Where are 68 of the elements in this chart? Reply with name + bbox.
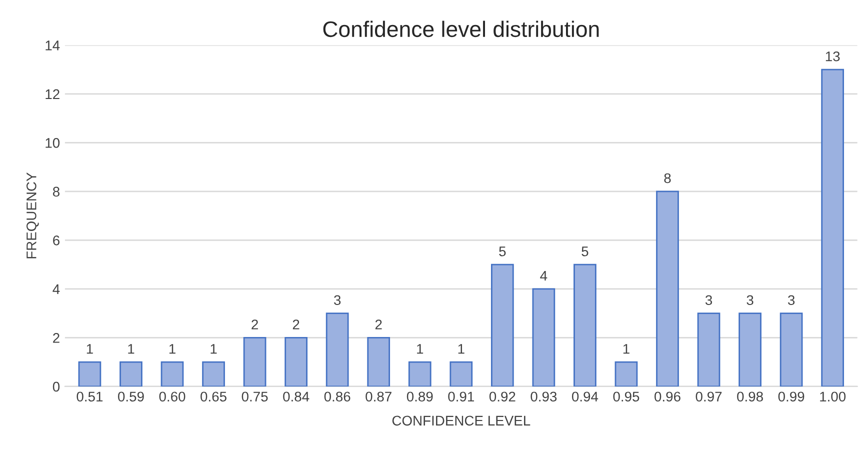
bar	[367, 337, 390, 386]
y-tick-label: 2	[53, 333, 60, 343]
bar	[243, 337, 266, 386]
data-label: 1	[210, 344, 217, 354]
bar	[120, 361, 142, 386]
bar	[78, 361, 102, 386]
bar	[326, 312, 349, 386]
y-tick-label: 8	[52, 186, 60, 197]
bar	[532, 288, 556, 386]
x-tick-label: 0.86	[324, 392, 350, 402]
data-label: 1	[417, 344, 424, 354]
bar	[202, 361, 225, 386]
data-label: 4	[540, 270, 548, 281]
x-tick-label: 0.65	[200, 392, 226, 402]
x-tick-label: 0.59	[118, 392, 144, 402]
x-tick-label: 1.00	[820, 392, 846, 402]
data-label: 1	[128, 344, 134, 354]
bar	[697, 312, 720, 386]
x-tick-label: 0.87	[366, 392, 392, 402]
x-tick-label: 0.97	[696, 392, 722, 402]
x-tick-label: 0.60	[159, 392, 186, 402]
chart-title: Confidence level distribution	[323, 20, 599, 38]
y-tick-label: 10	[46, 138, 60, 148]
x-tick-label: 0.95	[613, 392, 640, 402]
y-tick-label: 4	[52, 284, 60, 294]
x-tick-label: 0.96	[654, 392, 680, 402]
data-label: 1	[623, 344, 630, 354]
x-tick-label: 0.84	[283, 392, 310, 402]
data-label: 3	[788, 295, 795, 306]
bar	[614, 361, 638, 386]
x-tick-label: 0.99	[778, 392, 804, 402]
data-label: 5	[499, 246, 506, 256]
bar	[284, 337, 308, 386]
x-tick-label: 0.51	[76, 392, 103, 402]
bar	[738, 312, 762, 386]
data-label: 3	[746, 295, 754, 306]
bar	[780, 312, 803, 386]
data-label: 8	[664, 173, 671, 184]
x-tick-label: 0.92	[489, 392, 516, 402]
data-label: 13	[826, 51, 840, 62]
data-label: 2	[375, 320, 382, 330]
data-label: 1	[458, 344, 464, 354]
x-tick-label: 0.94	[572, 392, 598, 402]
x-tick-label: 0.91	[448, 392, 474, 402]
y-tick-label: 14	[46, 40, 60, 50]
x-tick-label: 0.93	[530, 392, 557, 402]
bar	[821, 68, 844, 386]
x-axis-title: CONFIDENCE LEVEL	[392, 416, 530, 426]
x-tick-label: 0.89	[406, 392, 433, 402]
bar	[656, 190, 679, 386]
x-tick-label: 0.75	[242, 392, 268, 402]
bar	[450, 361, 473, 386]
y-tick-label: 6	[53, 236, 60, 246]
y-tick-label: 12	[46, 89, 60, 99]
data-label: 2	[252, 320, 258, 330]
y-tick-label: 0	[52, 382, 60, 392]
y-axis-title: FREQUENCY	[26, 172, 39, 258]
bar	[408, 361, 432, 386]
data-label: 3	[705, 295, 712, 306]
data-label: 3	[334, 295, 341, 306]
bar	[574, 264, 596, 386]
data-label: 2	[292, 320, 300, 330]
data-label: 5	[582, 246, 588, 256]
bar	[160, 361, 184, 386]
bar	[490, 264, 514, 386]
data-label: 1	[169, 344, 176, 354]
data-label: 1	[86, 344, 93, 354]
x-tick-label: 0.98	[737, 392, 763, 402]
